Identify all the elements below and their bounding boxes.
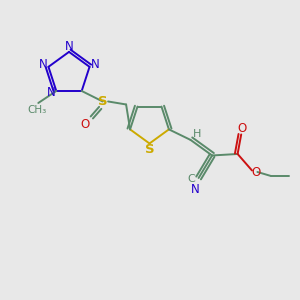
Text: H: H <box>193 129 201 139</box>
Text: N: N <box>91 58 99 71</box>
Text: N: N <box>64 40 74 53</box>
Text: O: O <box>80 118 89 131</box>
Text: CH₃: CH₃ <box>28 105 47 115</box>
Text: C: C <box>187 174 195 184</box>
Text: N: N <box>46 86 55 99</box>
Text: O: O <box>251 167 260 179</box>
Text: O: O <box>237 122 246 135</box>
Text: N: N <box>190 183 200 196</box>
Text: N: N <box>39 58 47 71</box>
Text: S: S <box>145 143 154 156</box>
Text: S: S <box>98 95 107 108</box>
